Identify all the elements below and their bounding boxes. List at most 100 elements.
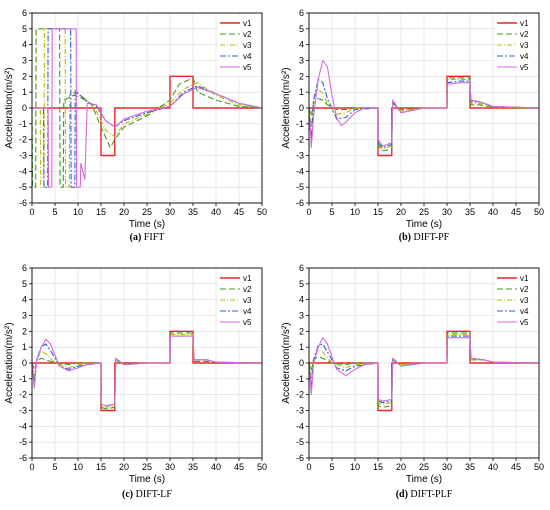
x-tick-label: 30 [165, 462, 175, 472]
x-tick-label: 20 [119, 207, 129, 217]
legend-label-v3: v3 [520, 41, 529, 50]
legend-label-v4: v4 [243, 52, 252, 61]
x-tick-label: 35 [188, 462, 198, 472]
x-tick-label: 40 [488, 207, 498, 217]
x-tick-label: 0 [306, 462, 311, 472]
x-tick-label: 15 [96, 462, 106, 472]
x-tick-label: 20 [396, 207, 406, 217]
x-tick-label: 25 [142, 207, 152, 217]
panel-caption-text: DIFT-PLF [410, 489, 452, 500]
legend-label-v1: v1 [243, 19, 252, 28]
y-tick-label: 0 [299, 358, 304, 368]
x-tick-label: 25 [419, 462, 429, 472]
series-line-v1 [32, 75, 262, 157]
y-tick-label: -1 [296, 374, 304, 384]
y-axis-label: Acceleration(m/s²) [281, 67, 292, 148]
y-tick-label: 4 [22, 40, 27, 50]
y-tick-label: 4 [22, 295, 27, 305]
x-tick-label: 25 [142, 462, 152, 472]
y-tick-label: 1 [22, 87, 27, 97]
legend-label-v1: v1 [243, 274, 252, 283]
x-tick-label: 5 [329, 462, 334, 472]
y-tick-label: 3 [299, 311, 304, 321]
y-tick-label: -5 [19, 437, 27, 447]
panel-caption-text: FIFT [144, 232, 165, 243]
x-tick-label: 10 [73, 462, 83, 472]
x-tick-label: 45 [234, 462, 244, 472]
y-tick-label: -6 [296, 198, 304, 208]
y-tick-label: 4 [299, 295, 304, 305]
series-line-v2 [31, 332, 263, 410]
x-tick-label: 45 [511, 207, 521, 217]
y-tick-label: -5 [19, 182, 27, 192]
x-tick-label: 35 [465, 462, 475, 472]
x-tick-label: 5 [52, 207, 57, 217]
y-tick-label: 2 [299, 71, 304, 81]
panel-caption: (d) DIFT-PLF [396, 489, 453, 500]
x-tick-label: 50 [534, 462, 544, 472]
x-tick-label: 30 [442, 462, 452, 472]
y-tick-label: -1 [19, 374, 27, 384]
series-line-v5 [31, 335, 263, 407]
series-line-v3 [32, 28, 263, 188]
x-axis-label: Time (s) [129, 474, 165, 485]
y-tick-label: -6 [296, 453, 304, 463]
y-tick-label: -3 [296, 151, 304, 161]
series-line-v5 [308, 59, 540, 149]
panel-caption-tag: (d) [396, 489, 408, 500]
y-axis-label: Acceleration(m/s²) [281, 322, 292, 403]
y-tick-label: -4 [19, 421, 27, 431]
x-tick-label: 15 [373, 207, 383, 217]
y-tick-label: 1 [299, 342, 304, 352]
panel-caption-tag: (b) [399, 232, 411, 243]
x-tick-label: 25 [419, 207, 429, 217]
chart-panel-dift-pf: 0 5 10 15 20 25 30 35 40 45 506543210-1-2-3-4-5-6T… [281, 8, 544, 243]
panel-caption: (c) DIFT-LF [122, 489, 172, 500]
x-tick-label: 20 [119, 462, 129, 472]
y-tick-label: 4 [299, 40, 304, 50]
y-tick-label: -2 [19, 390, 27, 400]
y-tick-label: 6 [22, 8, 27, 18]
legend-label-v3: v3 [243, 296, 252, 305]
legend-label-v4: v4 [243, 307, 252, 316]
legend-label-v4: v4 [520, 307, 529, 316]
legend-label-v1: v1 [520, 19, 529, 28]
x-tick-label: 0 [306, 207, 311, 217]
x-tick-label: 5 [329, 207, 334, 217]
y-tick-label: 6 [299, 263, 304, 273]
panel-caption: (b) DIFT-PF [399, 232, 450, 243]
legend-label-v1: v1 [520, 274, 529, 283]
y-axis-label: Acceleration(m/s²) [4, 67, 15, 148]
panel-caption-tag: (a) [130, 232, 142, 243]
y-tick-label: 2 [22, 326, 27, 336]
legend-label-v2: v2 [243, 30, 252, 39]
y-tick-label: 5 [299, 279, 304, 289]
x-tick-label: 30 [165, 207, 175, 217]
y-tick-label: -6 [19, 453, 27, 463]
y-tick-label: -2 [296, 135, 304, 145]
y-tick-label: 5 [299, 24, 304, 34]
y-tick-label: 3 [299, 56, 304, 66]
x-tick-label: 15 [373, 462, 383, 472]
x-tick-label: 40 [211, 207, 221, 217]
x-tick-label: 15 [96, 207, 106, 217]
legend-label-v3: v3 [243, 41, 252, 50]
y-axis-label: Acceleration(m/s²) [4, 322, 15, 403]
legend-label-v2: v2 [520, 30, 529, 39]
chart-panel-dift-lf: 0 5 10 15 20 25 30 35 40 45 506543210-1-2-3-4-5-6T… [4, 263, 267, 500]
legend-label-v5: v5 [243, 63, 252, 72]
series-line-v4 [308, 335, 540, 404]
y-tick-label: -5 [296, 437, 304, 447]
x-tick-label: 35 [188, 207, 198, 217]
x-tick-label: 30 [442, 207, 452, 217]
y-tick-label: -6 [19, 198, 27, 208]
x-tick-label: 0 [29, 462, 34, 472]
y-tick-label: 0 [22, 103, 27, 113]
x-tick-label: 40 [488, 462, 498, 472]
x-tick-label: 45 [511, 462, 521, 472]
y-tick-label: 2 [299, 326, 304, 336]
x-axis-label: Time (s) [406, 474, 442, 485]
y-tick-label: -2 [296, 390, 304, 400]
